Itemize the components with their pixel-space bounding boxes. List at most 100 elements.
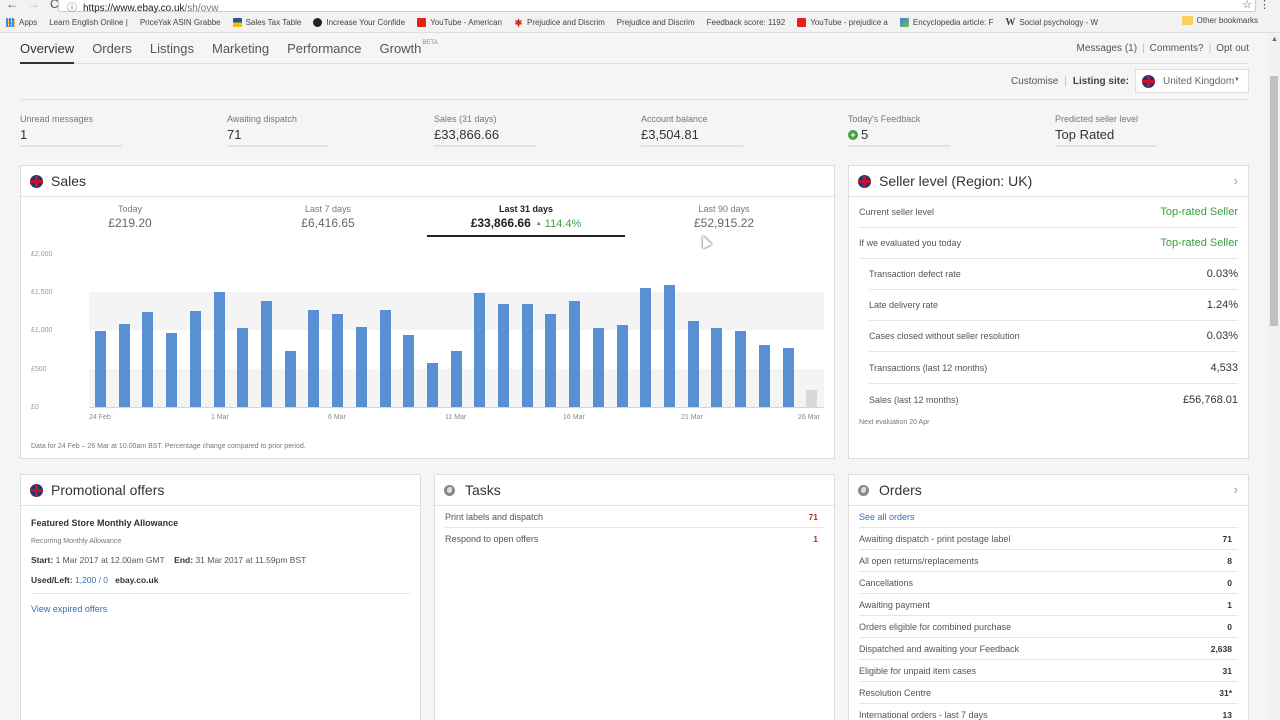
chart-bar[interactable]	[616, 325, 628, 407]
tab-overview[interactable]: Overview	[20, 34, 75, 64]
chart-bar[interactable]	[213, 291, 225, 407]
chart-bar[interactable]	[284, 351, 296, 407]
stat-todays-feedback[interactable]: Today's Feedback +5	[848, 114, 950, 147]
order-label: All open returns/replacements	[859, 555, 979, 566]
chart-bar[interactable]	[758, 345, 770, 407]
tab-orders[interactable]: Orders	[92, 41, 132, 56]
chevron-right-icon[interactable]: ›	[1233, 482, 1238, 497]
bookmark-apps[interactable]: Apps	[6, 18, 37, 27]
bookmark-item[interactable]: W Social psychology - W	[1005, 17, 1098, 28]
used-left-value[interactable]: 1,200 / 0	[74, 575, 109, 585]
opt-out-link[interactable]: Opt out	[1216, 43, 1249, 54]
orders-header[interactable]: Orders ›	[849, 475, 1248, 506]
tab-marketing[interactable]: Marketing	[212, 41, 270, 56]
order-row[interactable]: All open returns/replacements 8	[859, 550, 1238, 572]
bookmark-item[interactable]: Learn English Online |	[49, 18, 128, 27]
chart-bar[interactable]	[806, 390, 818, 407]
order-row[interactable]: Awaiting dispatch - print postage label 7…	[859, 528, 1238, 550]
chart-bar[interactable]	[521, 303, 533, 407]
chart-bar[interactable]	[592, 328, 604, 407]
bookmark-item[interactable]: Feedback score: 1192	[707, 18, 786, 27]
chart-bar[interactable]	[332, 314, 344, 407]
order-row[interactable]: Orders eligible for combined purchase 0	[859, 616, 1238, 638]
other-bookmarks[interactable]: Other bookmarks	[1181, 16, 1270, 25]
bookmark-item[interactable]: Prejudice and Discrim	[513, 18, 605, 27]
end-label: End:	[174, 555, 194, 565]
task-row[interactable]: Respond to open offers 1	[445, 528, 824, 550]
chart-bar[interactable]	[403, 335, 415, 407]
scrollbar-thumb[interactable]	[1270, 76, 1278, 326]
chart-bar[interactable]	[735, 331, 747, 407]
chart-bar[interactable]	[450, 351, 462, 407]
listing-site-select[interactable]: United Kingdom ▼	[1135, 69, 1249, 93]
chart-bar[interactable]	[166, 332, 178, 407]
chart-bar[interactable]	[308, 309, 320, 407]
chart-bar[interactable]	[189, 311, 201, 407]
bookmark-item[interactable]: YouTube - American	[417, 18, 502, 27]
chart-bar[interactable]	[545, 314, 557, 407]
bookmark-item[interactable]: Prejudice and Discrim	[617, 18, 695, 27]
scroll-up-arrow-icon[interactable]: ▲	[1271, 36, 1278, 43]
stat-account-balance[interactable]: Account balance £3,504.81	[641, 114, 743, 147]
chart-bar[interactable]	[379, 309, 391, 407]
offer-subtitle: Recurring Monthly Allowance	[31, 538, 122, 545]
chart-bar[interactable]	[118, 324, 130, 407]
order-row[interactable]: Cancellations 0	[859, 572, 1238, 594]
customise-link[interactable]: Customise	[1011, 75, 1059, 87]
chart-bar[interactable]	[95, 331, 106, 407]
task-row[interactable]: Print labels and dispatch 71	[445, 506, 824, 528]
period-last-90-days[interactable]: Last 90 days £52,915.22	[625, 204, 823, 230]
order-row[interactable]: Dispatched and awaiting your Feedback 2,6…	[859, 638, 1238, 660]
bookmark-star-icon[interactable]: ☆	[1242, 0, 1252, 11]
chart-bar[interactable]	[237, 328, 249, 407]
view-expired-offers-link[interactable]: View expired offers	[31, 604, 108, 614]
bookmark-item[interactable]: Increase Your Confide	[313, 18, 405, 27]
positive-feedback-icon: +	[848, 129, 858, 140]
see-all-orders-link[interactable]: See all orders	[859, 511, 915, 522]
comments-link[interactable]: Comments?	[1149, 43, 1204, 54]
period-last-7-days[interactable]: Last 7 days £6,416.65	[229, 204, 427, 230]
seller-level-header[interactable]: Seller level (Region: UK) ›	[849, 166, 1248, 197]
bookmark-item[interactable]: PriceYak ASIN Grabbe	[140, 18, 221, 27]
page-scrollbar[interactable]: ▲	[1268, 34, 1280, 720]
forward-arrow-icon[interactable]: →	[28, 0, 40, 11]
chart-bar[interactable]	[569, 300, 581, 407]
order-row[interactable]: Resolution Centre 31*	[859, 682, 1238, 704]
chart-bar[interactable]	[664, 284, 676, 407]
period-today[interactable]: Today £219.20	[31, 204, 229, 230]
stat-awaiting-dispatch[interactable]: Awaiting dispatch 71	[227, 114, 329, 147]
bookmark-item[interactable]: YouTube - prejudice a	[797, 18, 888, 27]
stat-predicted-seller-level[interactable]: Predicted seller level Top Rated	[1055, 114, 1157, 147]
order-count: 31*	[1219, 687, 1232, 698]
chart-bar[interactable]	[426, 363, 438, 407]
period-last-31-days[interactable]: Last 31 days £33,866.66 ▲ 114.4%	[427, 204, 625, 237]
chart-bar[interactable]	[142, 312, 154, 407]
tab-listings[interactable]: Listings	[149, 41, 194, 56]
back-arrow-icon[interactable]: ←	[6, 0, 18, 11]
chart-bars	[89, 254, 824, 407]
order-row[interactable]: Awaiting payment 1	[859, 594, 1238, 616]
order-row[interactable]: Eligible for unpaid item cases 31	[859, 660, 1238, 682]
chart-bar[interactable]	[498, 303, 510, 407]
browser-menu-icon[interactable]: ⋮	[1259, 0, 1270, 11]
messages-link[interactable]: Messages (1)	[1076, 43, 1138, 54]
stat-sales-31-days[interactable]: Sales (31 days) £33,866.66	[434, 114, 536, 147]
chart-bar[interactable]	[782, 348, 794, 407]
chart-bar[interactable]	[711, 328, 723, 407]
url-input[interactable]: ⓘ https://www.ebay.co.uk/sh/ovw	[58, 0, 1256, 14]
x-tick-label: 21 Mar	[681, 414, 703, 421]
chart-bar[interactable]	[260, 301, 272, 407]
order-row[interactable]: International orders - last 7 days 13	[859, 704, 1238, 720]
bookmark-item[interactable]: Encyclopedia article: F	[899, 18, 993, 27]
reload-icon[interactable]: C	[50, 0, 59, 11]
chart-bar[interactable]	[355, 327, 367, 407]
chart-bar[interactable]	[474, 293, 486, 407]
chart-bar[interactable]	[687, 321, 699, 407]
info-icon[interactable]: ⓘ	[67, 3, 77, 14]
stat-unread-messages[interactable]: Unread messages 1	[20, 114, 122, 147]
tab-growth[interactable]: GrowthBETA	[380, 34, 438, 64]
tab-performance[interactable]: Performance	[287, 41, 362, 56]
chevron-right-icon[interactable]: ›	[1233, 173, 1238, 188]
bookmark-item[interactable]: Sales Tax Table	[232, 18, 301, 27]
chart-bar[interactable]	[640, 288, 652, 407]
